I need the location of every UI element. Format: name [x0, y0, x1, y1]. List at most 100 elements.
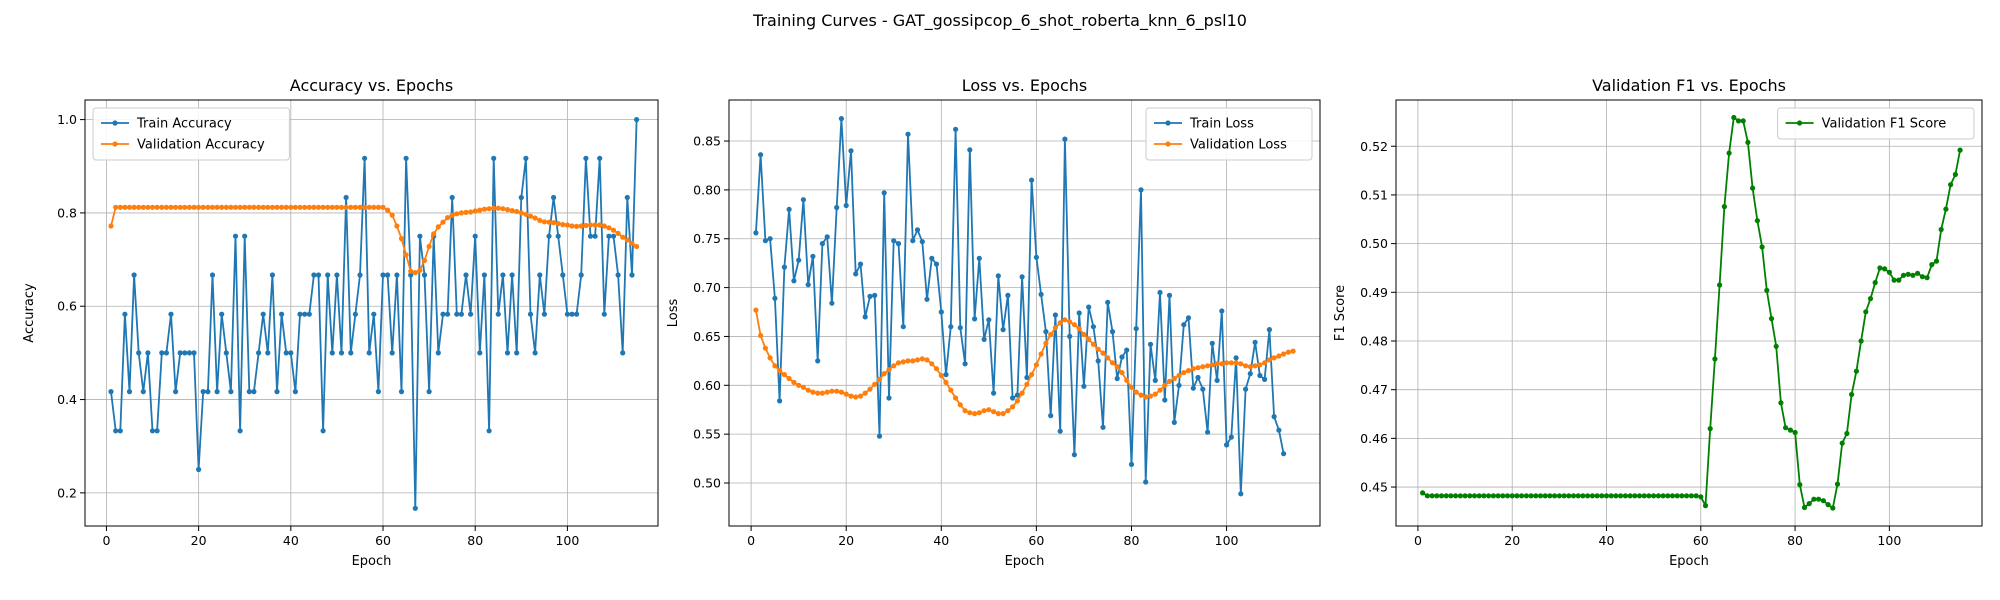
data-point: [163, 204, 169, 210]
data-point: [753, 230, 759, 236]
data-point: [435, 350, 441, 356]
data-point: [463, 209, 469, 215]
data-point: [957, 402, 963, 408]
data-point: [564, 222, 571, 228]
data-point: [191, 204, 197, 210]
data-point: [389, 350, 395, 356]
data-point: [1424, 493, 1430, 499]
data-point: [1100, 350, 1106, 356]
data-point: [1495, 493, 1501, 499]
data-point: [279, 204, 285, 210]
data-point: [1243, 363, 1249, 369]
data-point: [472, 208, 478, 214]
data-point: [924, 357, 930, 363]
data-point: [269, 272, 275, 278]
data-point: [1019, 390, 1025, 396]
data-point: [1048, 413, 1054, 419]
data-point: [518, 194, 524, 201]
data-point: [910, 238, 916, 244]
data-point: [1863, 309, 1869, 315]
data-point: [154, 428, 160, 434]
data-point: [491, 205, 497, 211]
data-point: [477, 350, 483, 356]
data-point: [1205, 429, 1211, 435]
data-point: [348, 350, 354, 356]
data-point: [943, 379, 949, 385]
data-point: [953, 126, 959, 132]
data-point: [1896, 277, 1902, 283]
data-point: [1735, 118, 1742, 124]
data-point: [1257, 362, 1263, 368]
data-point: [232, 204, 239, 210]
data-point: [329, 350, 335, 356]
data-point: [186, 350, 192, 356]
data-point: [762, 238, 769, 244]
data-point: [329, 204, 335, 210]
data-point: [1133, 326, 1139, 332]
data-point: [468, 311, 474, 317]
data-point: [1731, 114, 1737, 121]
data-point: [560, 222, 566, 228]
data-point: [1014, 392, 1021, 398]
data-point: [145, 204, 151, 210]
data-point: [352, 204, 358, 210]
data-point: [380, 204, 386, 210]
x-tick-label: 40: [933, 533, 949, 548]
data-point: [853, 394, 859, 400]
data-point: [117, 428, 123, 434]
data-point: [1152, 377, 1158, 383]
y-axis-label: Accuracy: [22, 283, 37, 343]
data-point: [597, 155, 603, 161]
data-point: [1067, 333, 1073, 339]
data-point: [435, 224, 441, 230]
data-point: [408, 272, 414, 278]
data-point: [634, 243, 640, 250]
x-tick-label: 100: [555, 533, 579, 548]
data-point: [933, 366, 940, 372]
data-point: [1471, 493, 1478, 499]
data-point: [848, 148, 854, 154]
data-point: [1910, 272, 1916, 278]
data-point: [781, 264, 788, 270]
y-tick-label: 0.51: [1360, 187, 1388, 202]
data-point: [265, 350, 271, 356]
data-point: [1185, 368, 1192, 374]
data-point: [1712, 356, 1718, 362]
data-point: [1005, 292, 1011, 298]
data-point: [537, 217, 543, 223]
data-point: [200, 389, 206, 395]
data-point: [223, 350, 229, 356]
data-point: [1119, 354, 1125, 360]
x-tick-label: 0: [747, 533, 755, 548]
data-point: [108, 223, 114, 229]
data-point: [1238, 361, 1244, 367]
data-point: [228, 204, 234, 210]
data-point: [1702, 503, 1709, 509]
data-point: [560, 272, 566, 278]
data-point: [421, 272, 428, 278]
legend-marker: [1165, 120, 1171, 126]
data-point: [1933, 258, 1940, 264]
data-point: [136, 204, 142, 210]
figure-title: Training Curves - GAT_gossipcop_6_shot_r…: [752, 11, 1247, 31]
data-point: [857, 261, 864, 267]
data-point: [555, 221, 561, 227]
data-point: [458, 210, 464, 216]
data-point: [352, 311, 358, 317]
data-point: [362, 155, 368, 161]
data-point: [1209, 362, 1215, 368]
data-point: [338, 350, 345, 356]
data-point: [1632, 493, 1638, 499]
x-tick-label: 100: [1215, 533, 1239, 548]
y-tick-label: 0.75: [693, 231, 721, 246]
data-point: [886, 367, 892, 373]
data-point: [1171, 375, 1177, 382]
legend-label: Validation Accuracy: [137, 138, 265, 153]
data-point: [991, 409, 997, 415]
data-point: [454, 311, 460, 317]
data-point: [1010, 395, 1016, 401]
data-point: [910, 358, 916, 364]
data-point: [895, 241, 902, 247]
data-point: [1062, 317, 1068, 323]
